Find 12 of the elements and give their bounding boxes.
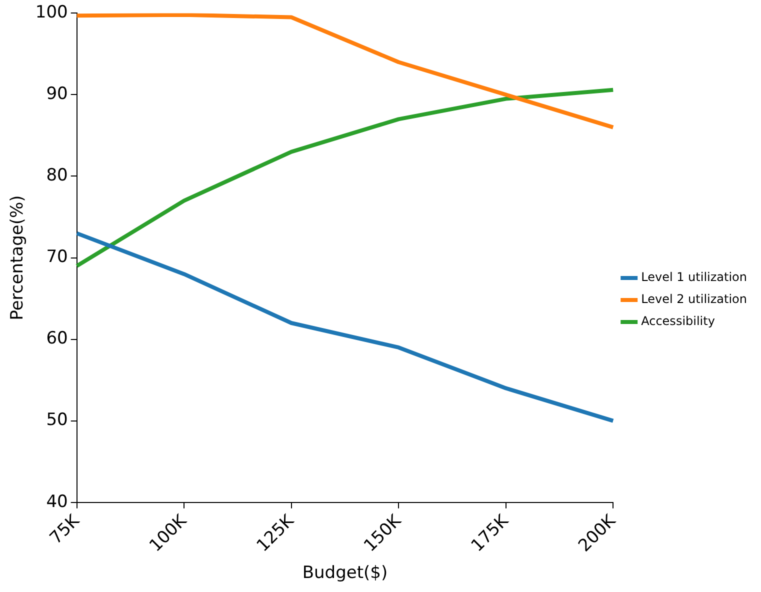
y-tick-label: 100 xyxy=(35,2,68,23)
y-tick-label: 40 xyxy=(46,492,68,512)
legend-label: Level 1 utilization xyxy=(641,270,747,284)
y-tick-label: 80 xyxy=(46,166,68,186)
legend-label: Level 2 utilization xyxy=(641,292,747,306)
y-tick-label: 60 xyxy=(46,328,68,349)
x-axis-title: Budget($) xyxy=(302,563,388,584)
y-axis-title: Percentage(%) xyxy=(8,195,28,320)
y-tick-label: 50 xyxy=(46,410,68,430)
y-tick-label: 70 xyxy=(46,247,68,268)
y-tick-label: 90 xyxy=(46,84,68,104)
legend-label: Accessibility xyxy=(641,314,715,328)
